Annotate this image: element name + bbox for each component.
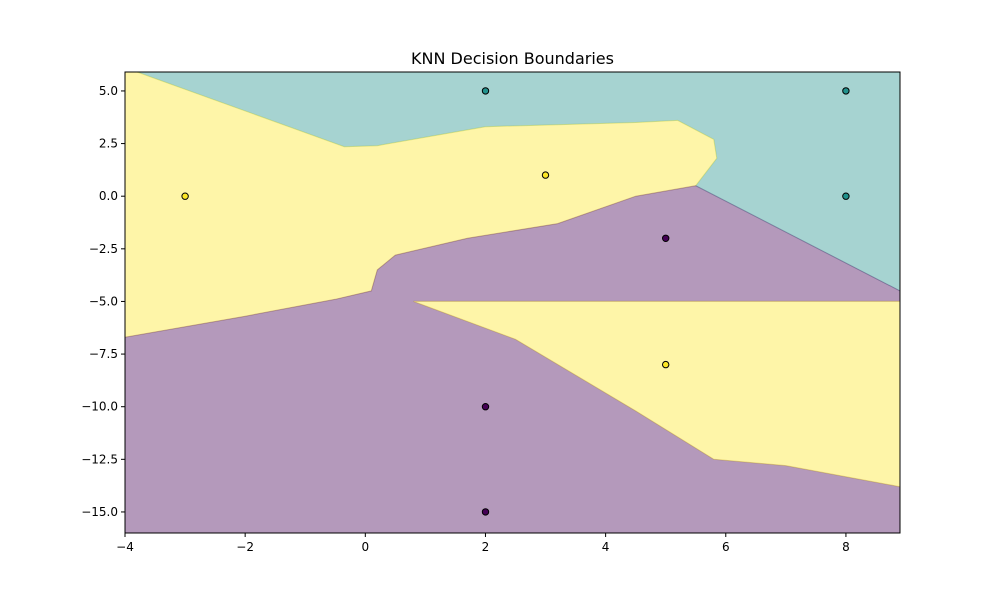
x-tick-label: −4 — [116, 540, 134, 554]
x-tick-label: −2 — [236, 540, 254, 554]
training-points — [181, 87, 850, 516]
x-tick-label: 2 — [482, 540, 490, 554]
data-point-8 — [481, 508, 490, 516]
data-point-0 — [181, 192, 189, 200]
data-point-3 — [481, 87, 490, 95]
y-tick-label: 5.0 — [99, 84, 118, 98]
data-point-4 — [842, 87, 850, 95]
decision-region-class-2-3 — [413, 300, 900, 488]
y-tick-label: −5.0 — [89, 294, 118, 308]
y-tick-label: −12.5 — [81, 452, 118, 466]
data-point-6 — [662, 234, 670, 243]
y-tick-label: −7.5 — [89, 347, 118, 361]
decision-region-class-2-1 — [125, 72, 718, 338]
data-point-1 — [541, 171, 550, 179]
y-tick-label: 2.5 — [99, 137, 118, 151]
y-tick-label: −15.0 — [81, 505, 118, 519]
data-point-2 — [662, 360, 670, 369]
x-axis: −4 −2 0 2 4 6 8 — [116, 533, 850, 554]
plot-frame — [124, 71, 901, 534]
data-point-7 — [481, 403, 490, 411]
x-tick-label: 4 — [602, 540, 610, 554]
chart-title: KNN Decision Boundaries — [411, 49, 614, 68]
y-tick-label: −2.5 — [89, 242, 118, 256]
x-tick-label: 0 — [361, 540, 369, 554]
y-tick-label: 0.0 — [99, 189, 118, 203]
decision-regions — [125, 72, 900, 533]
y-tick-label: −10.0 — [81, 400, 118, 414]
x-tick-label: 8 — [842, 540, 850, 554]
data-point-5 — [842, 192, 850, 200]
decision-region-class-1-0 — [125, 72, 900, 292]
y-axis: 5.0 2.5 0.0 −2.5 −5.0 −7.5 −10.0 −12.5 −15.0 — [81, 84, 125, 519]
x-tick-label: 6 — [722, 540, 730, 554]
decision-region-class-0-2 — [125, 185, 900, 533]
